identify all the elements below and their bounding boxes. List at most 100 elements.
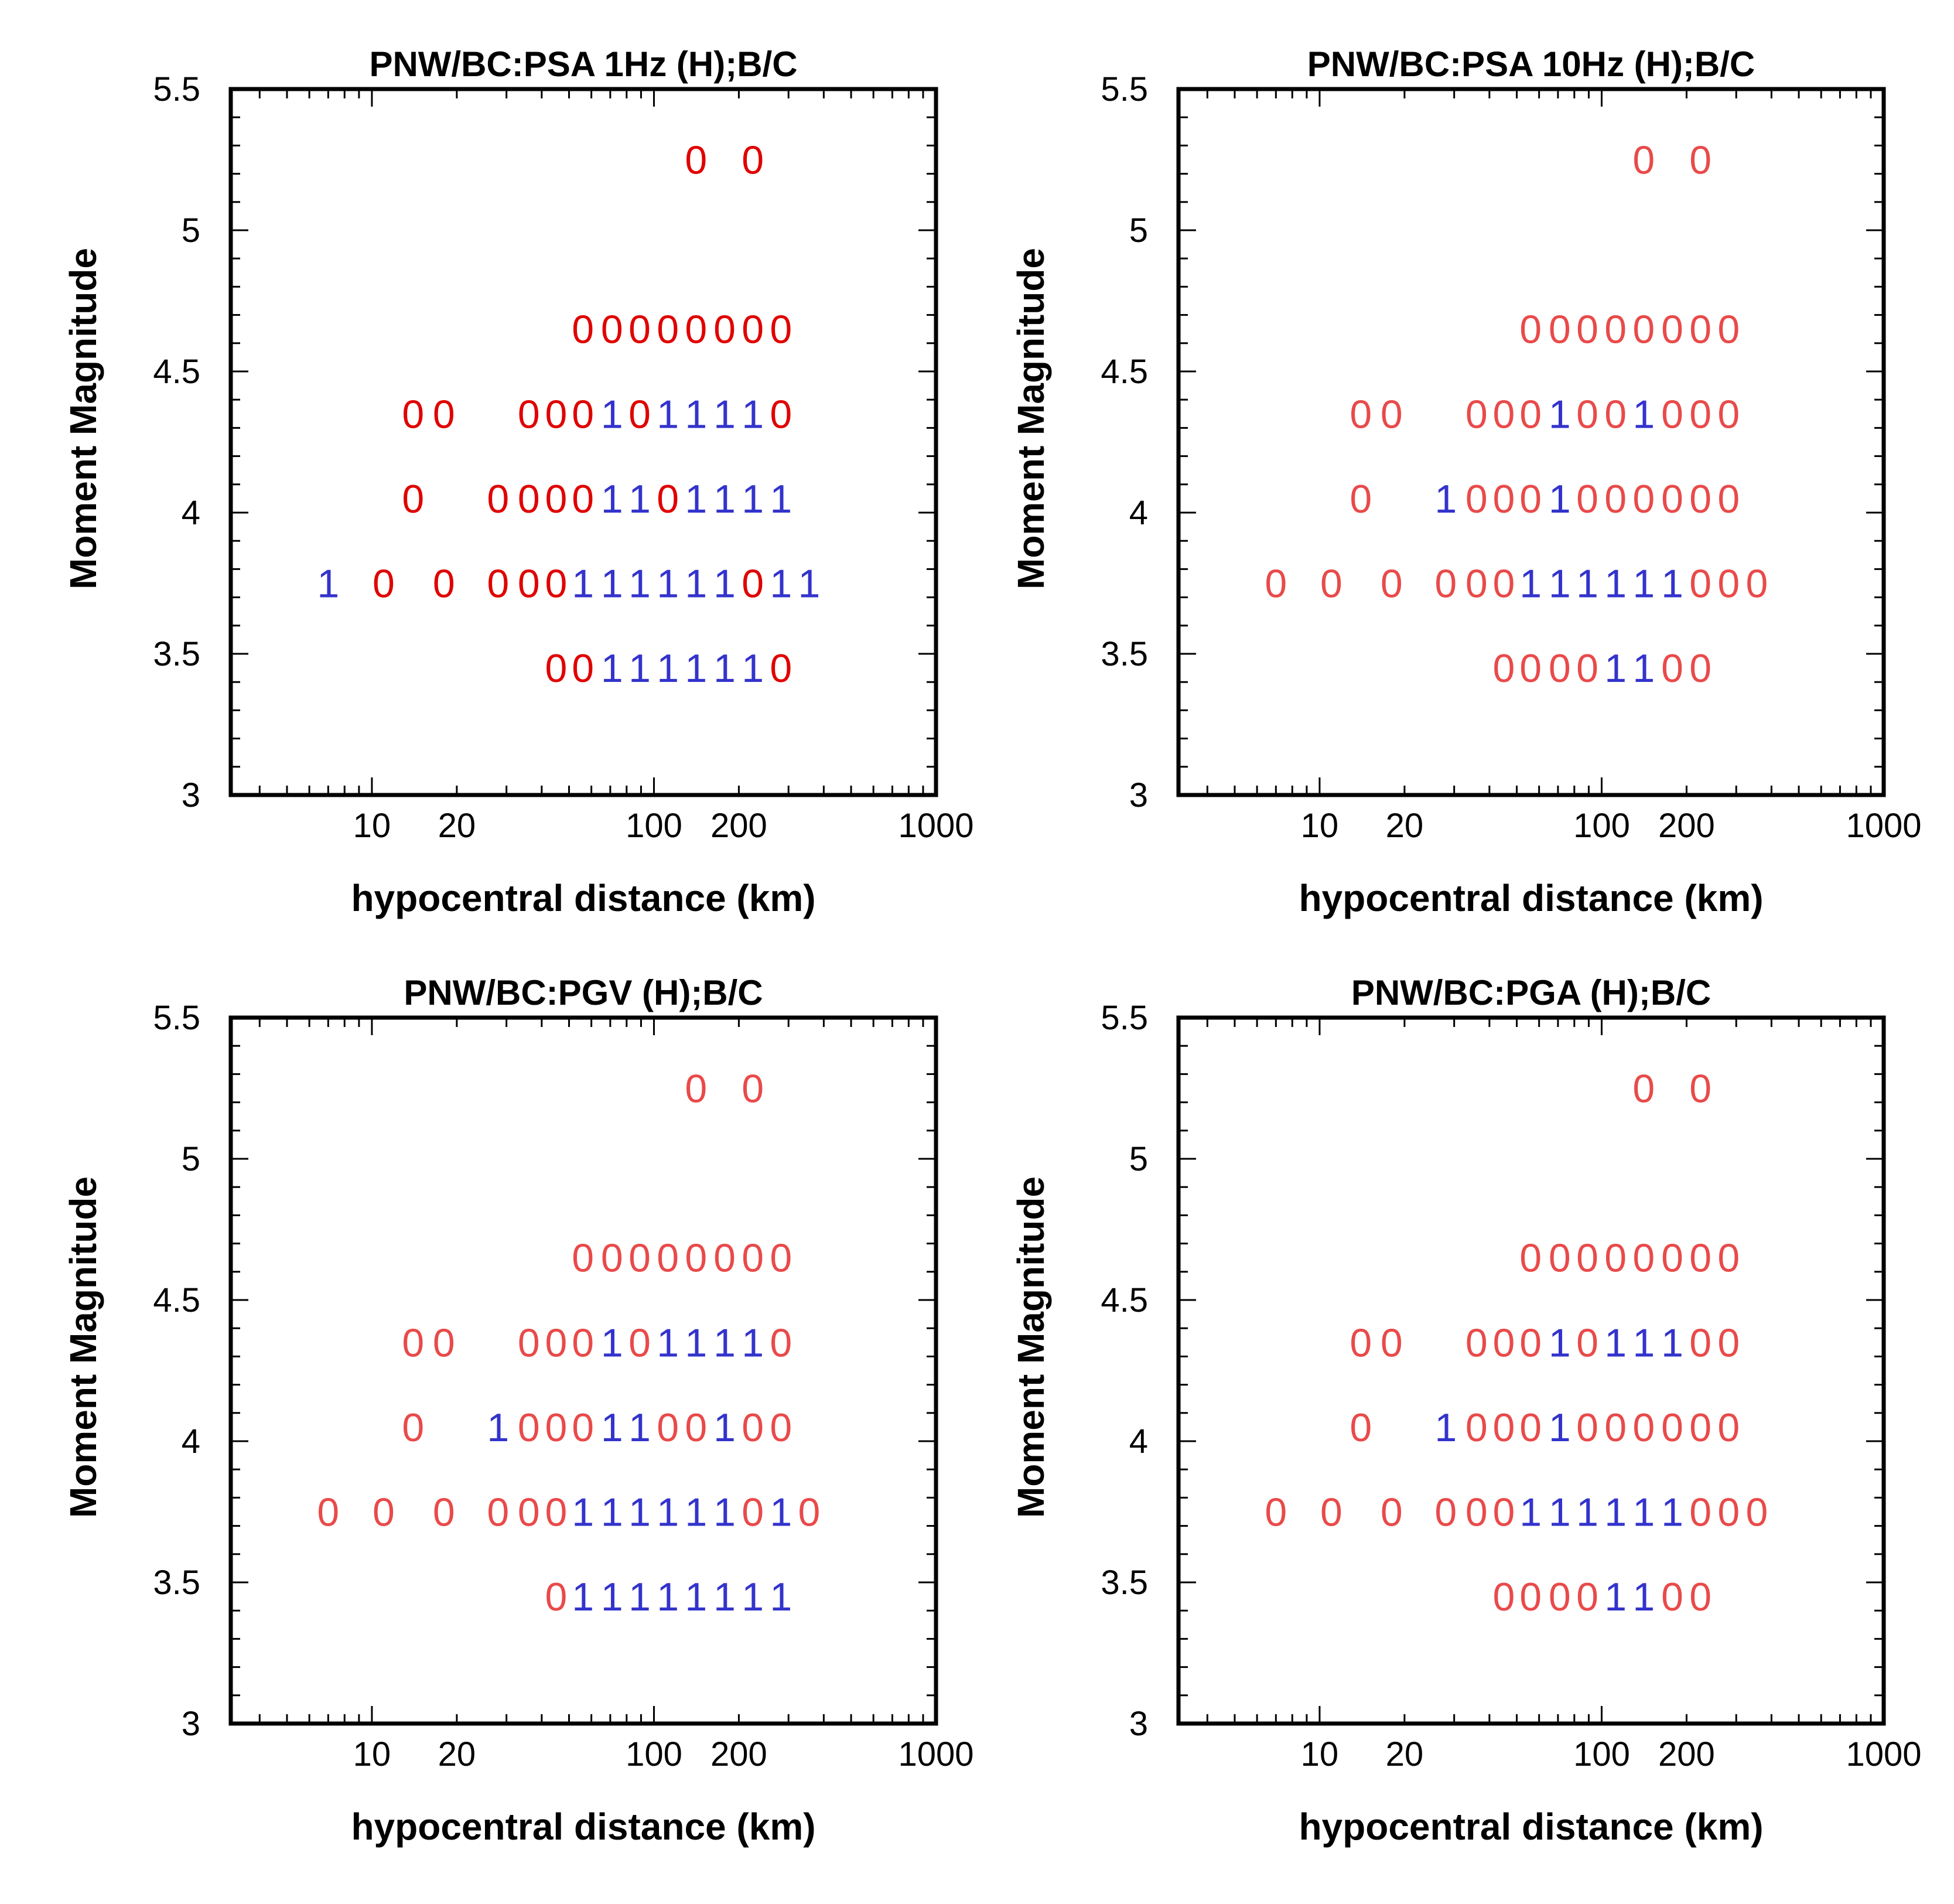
data-point: 1	[770, 562, 792, 606]
data-point: 0	[713, 1236, 736, 1281]
data-point: 0	[601, 1236, 623, 1281]
data-point: 1	[628, 1405, 651, 1450]
data-point: 0	[1350, 1405, 1372, 1450]
data-point: 1	[1632, 392, 1655, 436]
data-point: 0	[1381, 1490, 1403, 1535]
data-point: 1	[1549, 392, 1571, 436]
data-point: 1	[685, 562, 707, 606]
data-point: 1	[742, 392, 764, 436]
data-point: 0	[487, 477, 509, 521]
panel-4: PNW/BC:PGA (H);B/C10 20 100 200 100033.544.5…	[1010, 973, 1922, 1848]
data-point: 0	[1576, 646, 1598, 691]
data-point: 0	[1689, 1067, 1712, 1111]
data-point: 0	[1549, 1236, 1571, 1281]
y-tick-label: 4	[182, 1422, 200, 1461]
data-point: 1	[317, 562, 339, 606]
data-point: 0	[545, 1575, 568, 1619]
data-point: 0	[433, 392, 455, 436]
data-point: 0	[402, 392, 424, 436]
data-point: 0	[1604, 392, 1627, 436]
y-tick-label: 4	[1129, 494, 1148, 532]
data-point: 1	[601, 1490, 623, 1535]
data-point: 0	[1632, 1405, 1655, 1450]
data-point: 0	[1689, 1320, 1712, 1365]
plot-frame	[1176, 87, 1886, 797]
plot-frame	[1176, 1015, 1886, 1726]
data-point: 0	[1661, 646, 1683, 691]
data-point: 1	[601, 646, 623, 691]
data-point: 0	[1265, 562, 1287, 606]
data-point: 0	[770, 308, 792, 352]
data-point: 1	[657, 646, 679, 691]
data-point: 1	[685, 392, 707, 436]
plot-frame	[228, 87, 938, 797]
data-point: 0	[742, 562, 764, 606]
data-point: 1	[770, 1575, 792, 1619]
data-point: 0	[1434, 562, 1457, 606]
data-point: 1	[742, 646, 764, 691]
data-point: 0	[1493, 477, 1515, 521]
data-point: 1	[657, 1320, 679, 1365]
x-tick-label: 20	[1386, 807, 1424, 845]
data-point: 0	[487, 562, 509, 606]
data-point: 0	[572, 1405, 594, 1450]
data-point: 0	[1746, 562, 1768, 606]
data-point: 0	[1689, 562, 1712, 606]
data-point: 0	[545, 1320, 568, 1365]
data-point: 1	[657, 562, 679, 606]
data-point: 0	[657, 1405, 679, 1450]
y-tick-label: 5	[182, 211, 200, 250]
data-point: 0	[1519, 392, 1542, 436]
data-point: 1	[1434, 1405, 1457, 1450]
data-point: 1	[601, 1405, 623, 1450]
y-tick-label: 3	[182, 776, 200, 814]
data-point: 0	[1265, 1490, 1287, 1535]
data-point: 1	[628, 477, 651, 521]
data-point: 1	[572, 1490, 594, 1535]
data-point: 0	[1350, 477, 1372, 521]
data-point: 1	[1576, 562, 1598, 606]
data-point: 1	[628, 646, 651, 691]
data-point: 0	[402, 1405, 424, 1450]
data-point: 0	[742, 138, 764, 183]
data-point: 1	[1604, 1490, 1627, 1535]
data-point: 0	[1689, 477, 1712, 521]
data-point: 0	[628, 308, 651, 352]
y-tick-label: 5.5	[1101, 70, 1148, 108]
data-point: 0	[1576, 1320, 1598, 1365]
data-point: 0	[402, 1320, 424, 1365]
x-axis-label: hypocentral distance (km)	[351, 1806, 815, 1848]
data-point: 0	[1519, 1320, 1542, 1365]
data-point: 1	[770, 1490, 792, 1535]
data-point: 0	[1604, 1236, 1627, 1281]
data-point: 0	[657, 1236, 679, 1281]
data-point: 0	[1632, 308, 1655, 352]
data-point: 0	[1632, 138, 1655, 183]
panel-title: PNW/BC:PGA (H);B/C	[1351, 973, 1711, 1012]
data-point: 1	[1519, 562, 1542, 606]
data-point: 0	[545, 562, 568, 606]
data-point: 0	[742, 1490, 764, 1535]
data-point: 0	[742, 308, 764, 352]
data-point: 0	[572, 308, 594, 352]
data-point: 1	[713, 1575, 736, 1619]
data-point: 0	[572, 1236, 594, 1281]
y-tick-label: 4.5	[153, 1281, 200, 1319]
data-point: 0	[685, 1067, 707, 1111]
data-point: 0	[1549, 646, 1571, 691]
data-point: 1	[742, 1320, 764, 1365]
panel-1: PNW/BC:PSA 1Hz (H);B/C10 20 100 200 100033.5…	[62, 45, 974, 919]
data-point: 0	[572, 1320, 594, 1365]
data-point: 0	[1549, 1575, 1571, 1619]
y-tick-label: 3	[1129, 1705, 1148, 1743]
data-point: 0	[628, 1320, 651, 1365]
data-point: 0	[1381, 562, 1403, 606]
y-tick-label: 5.5	[153, 70, 200, 108]
data-point: 0	[373, 1490, 395, 1535]
y-tick-label: 4	[182, 494, 200, 532]
data-point: 0	[1576, 392, 1598, 436]
x-axis-label: hypocentral distance (km)	[351, 877, 815, 919]
data-point: 0	[770, 1405, 792, 1450]
data-point: 0	[628, 1236, 651, 1281]
data-point: 1	[798, 562, 821, 606]
